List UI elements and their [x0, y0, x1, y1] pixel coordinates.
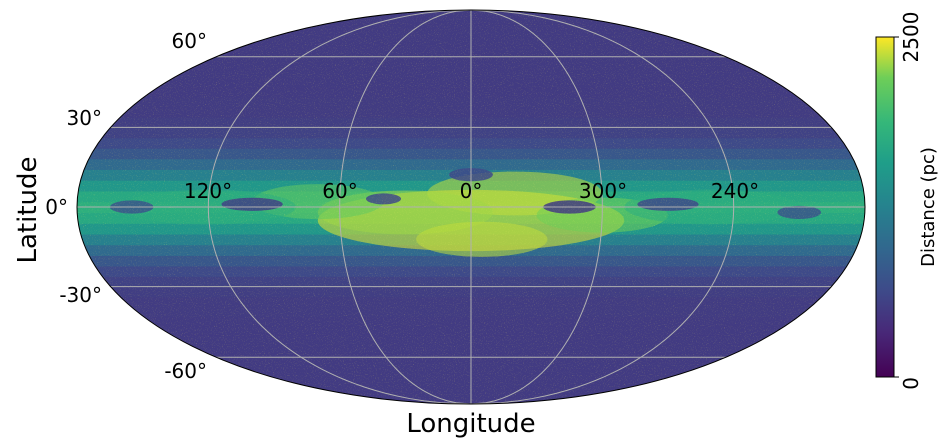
- x-axis-label: Longitude: [406, 409, 535, 439]
- lon-tick-0: 0°: [460, 179, 483, 203]
- lon-tick-60: 60°: [322, 179, 357, 203]
- colorbar-tick-label-max: 2500: [899, 12, 923, 63]
- latitude-tick-labels: 60° 30° 0° -30° -60°: [45, 29, 207, 383]
- colorbar-gradient: [875, 36, 895, 378]
- lon-tick-240: 240°: [711, 179, 759, 203]
- lat-tick-30: 30°: [67, 106, 102, 130]
- lat-tick-60: 60°: [172, 29, 207, 53]
- longitude-tick-labels: 120° 60° 0° 300° 240°: [184, 179, 759, 203]
- colorbar-tick-label-min: 0: [899, 377, 923, 390]
- lon-tick-300: 300°: [579, 179, 627, 203]
- lat-tick-0: 0°: [45, 195, 68, 219]
- lat-tick-minus-60: -60°: [164, 359, 207, 383]
- y-axis-label: Latitude: [13, 156, 43, 263]
- colorbar-label: Distance (pc): [918, 147, 939, 267]
- map-outline: [76, 9, 866, 405]
- graticule-grid: [77, 10, 865, 404]
- lon-tick-120: 120°: [184, 179, 232, 203]
- colorbar: 2500 0 Distance (pc): [875, 12, 939, 390]
- lat-tick-minus-30: -30°: [59, 283, 102, 307]
